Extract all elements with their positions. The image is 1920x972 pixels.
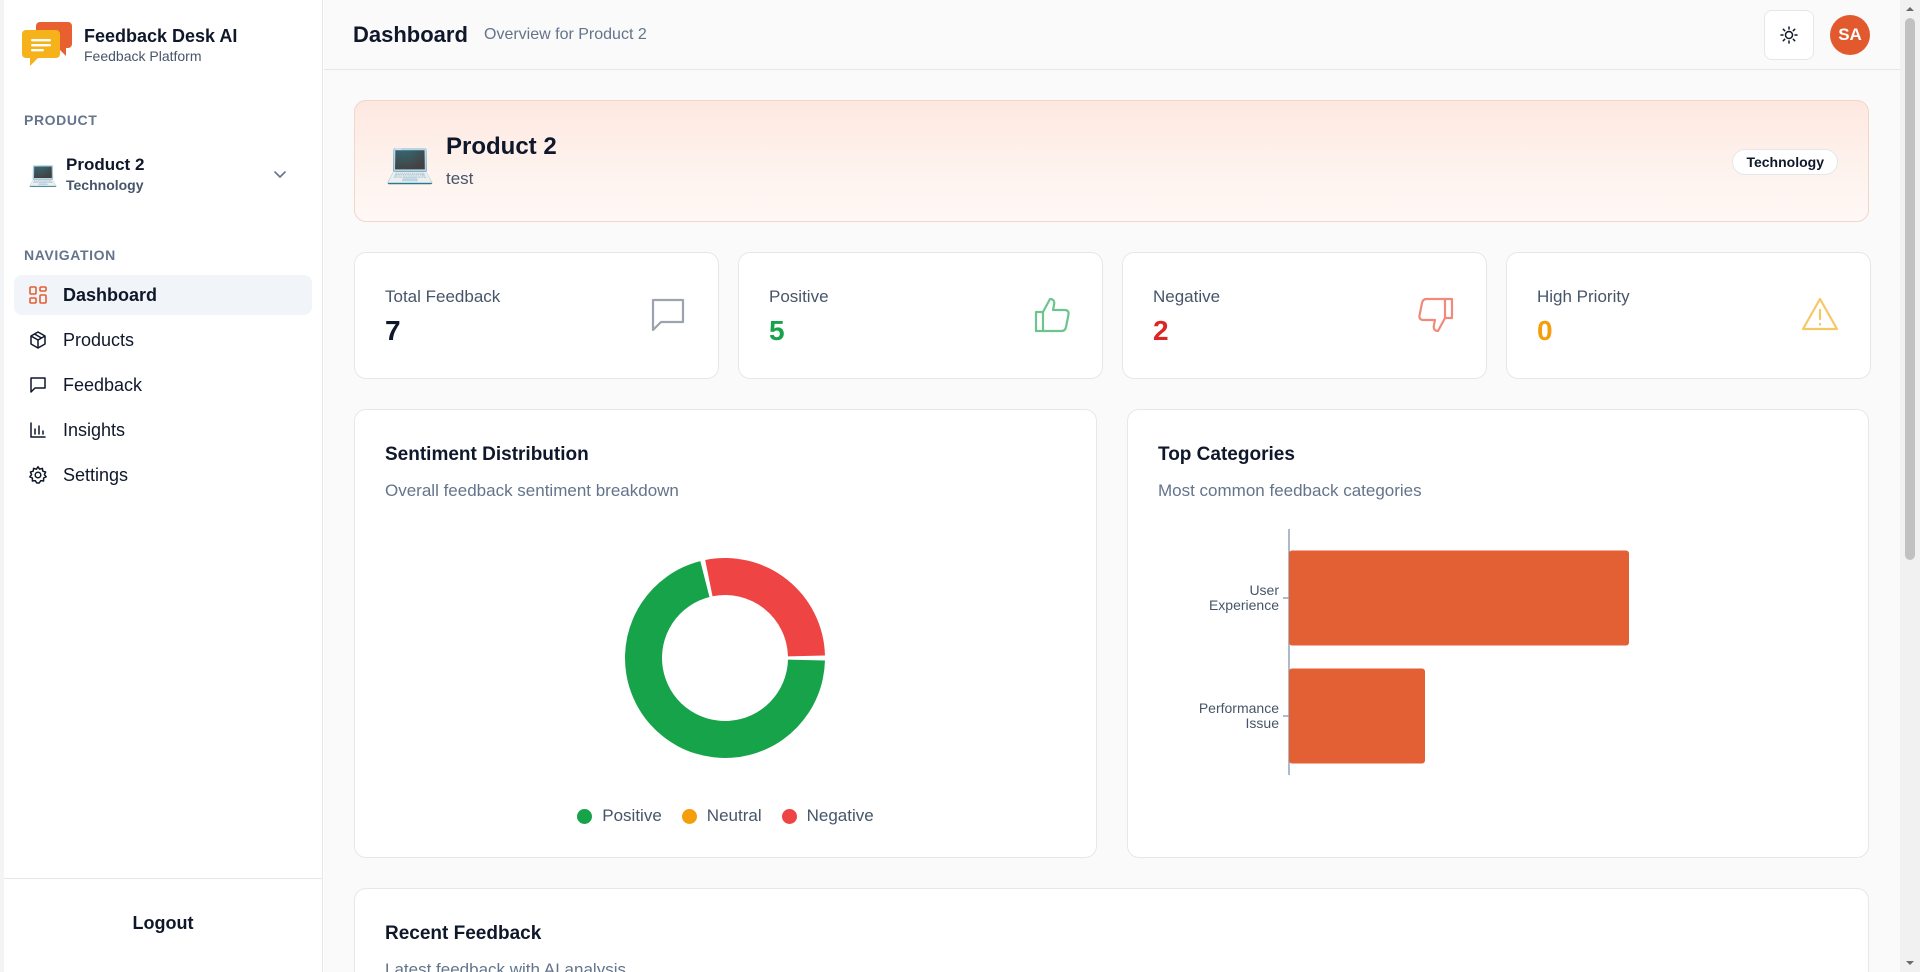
sidebar-item-label: Dashboard: [63, 284, 158, 305]
sidebar-item-label: Insights: [63, 419, 126, 440]
panel-title: Recent Feedback: [385, 923, 542, 944]
sun-icon: [1780, 26, 1798, 44]
sidebar-item-label: Products: [63, 329, 135, 350]
page-scrollbar[interactable]: [1900, 0, 1920, 972]
stat-value: 5: [769, 315, 785, 346]
sidebar-edge: [0, 0, 4, 972]
bar-1[interactable]: [1289, 668, 1425, 764]
legend-dot: [781, 808, 797, 824]
message-square-icon: [28, 375, 48, 395]
product-selector-category: Technology: [66, 177, 144, 193]
scrollbar-thumb[interactable]: [1905, 18, 1915, 560]
page-title: Dashboard: [353, 22, 468, 47]
chevron-down-icon: [274, 171, 286, 178]
top-categories-panel: Top Categories Most common feedback cate…: [1127, 409, 1869, 858]
y-tick-label: Performance Issue: [1199, 700, 1279, 731]
legend-label: Positive: [602, 806, 662, 825]
stat-label: Negative: [1153, 287, 1221, 306]
hero-product-description: test: [446, 169, 474, 188]
gear-icon: [28, 465, 48, 485]
panel-title: Sentiment Distribution: [385, 444, 589, 465]
theme-toggle-button[interactable]: [1764, 10, 1814, 60]
sidebar-item-products[interactable]: Products: [14, 320, 312, 360]
stat-card-high-priority: High Priority 0: [1506, 252, 1871, 379]
sidebar-item-feedback[interactable]: Feedback: [14, 365, 312, 405]
stat-card-positive: Positive 5: [738, 252, 1103, 379]
category-badge: Technology: [1732, 149, 1838, 175]
stat-label: Positive: [769, 287, 829, 306]
panel-subtitle: Most common feedback categories: [1158, 481, 1422, 500]
sidebar: Feedback Desk AI Feedback Platform PRODU…: [0, 0, 323, 972]
legend-dot: [681, 808, 697, 824]
stat-card-negative: Negative 2: [1122, 252, 1487, 379]
sidebar-nav: Dashboard Products Feedback: [14, 275, 312, 500]
page-subtitle: Overview for Product 2: [484, 26, 647, 43]
top-categories-bar-chart: User Experience Performance Issue: [1199, 529, 1629, 775]
message-square-icon: [651, 298, 685, 332]
scroll-down-arrow-icon[interactable]: [1905, 958, 1915, 968]
thumbs-up-icon: [1034, 297, 1070, 333]
sentiment-donut-chart: [625, 558, 825, 758]
sidebar-item-insights[interactable]: Insights: [14, 410, 312, 450]
product-selector-name: Product 2: [66, 155, 145, 174]
donut-slice-negative[interactable]: [705, 558, 825, 657]
legend-item-neutral[interactable]: Neutral: [681, 806, 762, 826]
legend-item-positive[interactable]: Positive: [577, 806, 662, 826]
legend-item-negative[interactable]: Negative: [781, 806, 874, 826]
laptop-icon: 💻: [28, 160, 58, 188]
product-selector[interactable]: 💻 Product 2 Technology: [16, 144, 306, 204]
stat-value: 0: [1537, 315, 1553, 346]
grid-icon: [28, 285, 48, 305]
donut-slice-positive[interactable]: [625, 561, 825, 758]
stat-value: 7: [385, 315, 401, 346]
stat-card-total-feedback: Total Feedback 7: [354, 252, 719, 379]
thumbs-down-icon: [1418, 297, 1454, 333]
scroll-up-arrow-icon[interactable]: [1905, 4, 1915, 14]
product-hero-card: 💻 Product 2 test Technology: [354, 100, 1869, 222]
main-content: Dashboard Overview for Product 2 SA 💻 Pr…: [324, 0, 1900, 972]
sentiment-distribution-panel: Sentiment Distribution Overall feedback …: [354, 409, 1097, 858]
bar-chart-icon: [28, 420, 48, 440]
chat-bubbles-logo-icon: [22, 20, 74, 68]
hero-product-name: Product 2: [446, 133, 557, 160]
box-icon: [28, 330, 48, 350]
sidebar-item-dashboard[interactable]: Dashboard: [14, 275, 312, 315]
brand[interactable]: Feedback Desk AI Feedback Platform: [22, 20, 237, 68]
avatar[interactable]: SA: [1830, 15, 1870, 55]
sidebar-item-label: Feedback: [63, 374, 143, 395]
logout-button[interactable]: Logout: [132, 913, 194, 933]
recent-feedback-panel: Recent Feedback Latest feedback with AI …: [354, 888, 1869, 972]
alert-triangle-icon: [1801, 297, 1839, 331]
laptop-icon: 💻: [385, 141, 435, 185]
panel-title: Top Categories: [1158, 444, 1295, 465]
brand-subtitle: Feedback Platform: [84, 48, 202, 64]
top-bar: Dashboard Overview for Product 2 SA: [324, 0, 1900, 70]
panel-subtitle: Latest feedback with AI analysis: [385, 960, 626, 972]
brand-title: Feedback Desk AI: [84, 26, 238, 46]
panel-subtitle: Overall feedback sentiment breakdown: [385, 481, 679, 500]
product-section-label: PRODUCT: [24, 112, 98, 128]
sidebar-item-settings[interactable]: Settings: [14, 455, 312, 495]
stat-label: Total Feedback: [385, 287, 501, 306]
legend-dot: [577, 808, 593, 824]
stat-label: High Priority: [1537, 287, 1630, 306]
y-tick-label: User Experience: [1209, 582, 1279, 613]
bar-0[interactable]: [1289, 550, 1629, 646]
legend-label: Negative: [806, 806, 874, 825]
stat-value: 2: [1153, 315, 1169, 346]
legend-label: Neutral: [706, 806, 762, 825]
chart-legend: Positive Neutral Negative: [355, 806, 1096, 826]
navigation-section-label: NAVIGATION: [24, 247, 116, 263]
sidebar-item-label: Settings: [63, 464, 129, 485]
sidebar-footer: Logout: [4, 878, 322, 972]
